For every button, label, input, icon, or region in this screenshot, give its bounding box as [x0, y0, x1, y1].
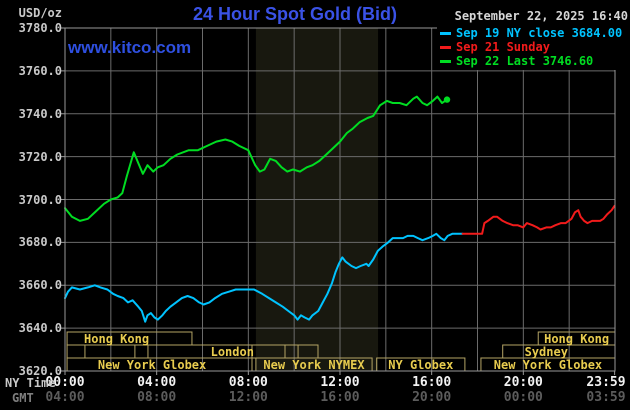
ny-time-axis-caption: NY Time: [5, 376, 56, 390]
x-axis-gmt-time-label: 03:59: [586, 390, 626, 405]
plot-border: [64, 27, 616, 372]
y-axis-price-label: 3680.0: [18, 235, 62, 250]
session-label-hong-kong: Hong Kong: [544, 332, 610, 346]
legend-label: Sep 19 NY close 3684.00: [456, 26, 623, 40]
legend-row: Sep 21 Sunday: [437, 40, 630, 54]
x-axis-ny-time-label: 08:00: [228, 375, 268, 390]
y-axis-price-label: 3780.0: [18, 21, 62, 35]
x-axis-gmt-time-label: 20:00: [412, 390, 452, 405]
kitco-watermark-link[interactable]: www.kitco.com: [68, 38, 192, 57]
x-axis-gmt-time-label: 12:00: [228, 390, 268, 405]
x-axis-ny-time-label: 23:59: [586, 375, 626, 390]
series-line-sep-21-sunday: [461, 204, 616, 235]
y-axis-price-label: 3660.0: [18, 278, 62, 293]
legend-dash-icon: [440, 59, 451, 63]
legend-row: Sep 22 Last 3746.60: [437, 54, 630, 68]
series-line-sep-19-ny-close: [64, 232, 464, 323]
x-axis-gmt-time-label: 16:00: [320, 390, 360, 405]
legend-label: Sep 21 Sunday: [456, 40, 550, 54]
y-axis-price-label: 3720.0: [18, 149, 62, 164]
x-axis-ny-time-label: 04:00: [137, 375, 177, 390]
chart-datetime: September 22, 2025 16:40: [454, 9, 628, 23]
x-axis-ny-time-label: 12:00: [320, 375, 360, 390]
x-axis-ny-time-label: 20:00: [503, 375, 543, 390]
series-line-sep-22-last: [64, 95, 448, 222]
session-label-hong-kong: Hong Kong: [84, 332, 150, 346]
x-axis-gmt-time-label: 00:00: [503, 390, 543, 405]
session-label-new-york-nymex: New York NYMEX: [263, 358, 365, 372]
gmt-axis-caption: GMT: [12, 391, 34, 405]
session-label-new-york-globex: New York Globex: [97, 358, 207, 372]
legend-dash-icon: [440, 31, 451, 35]
session-label-sydney: Sydney: [524, 345, 568, 359]
y-axis-price-label: 3740.0: [18, 106, 62, 121]
y-axis-price-label: 3640.0: [18, 321, 62, 336]
x-axis-ny-time-label: 00:00: [45, 375, 85, 390]
session-label-new-york-globex: New York Globex: [493, 358, 603, 372]
legend-dash-icon: [440, 45, 451, 49]
x-axis-gmt-time-label: 08:00: [137, 390, 177, 405]
y-axis-price-label: 3620.0: [18, 364, 62, 378]
y-axis-price-label: 3760.0: [18, 63, 62, 78]
y-axis-unit-label: USD/oz: [18, 6, 62, 20]
legend-row: Sep 19 NY close 3684.00: [437, 26, 630, 40]
page-title: 24 Hour Spot Gold (Bid): [193, 4, 397, 24]
x-axis-ny-time-label: 16:00: [412, 375, 452, 390]
y-axis-price-label: 3700.0: [18, 192, 62, 207]
last-price-dot: [443, 96, 451, 103]
session-label-london: London: [210, 345, 254, 359]
session-label-ny-globex: NY Globex: [388, 358, 454, 372]
legend-label: Sep 22 Last 3746.60: [456, 54, 594, 68]
chart-legend: Sep 19 NY close 3684.00 Sep 21 Sunday Sep …: [437, 25, 630, 70]
x-axis-gmt-time-label: 04:00: [45, 390, 85, 405]
